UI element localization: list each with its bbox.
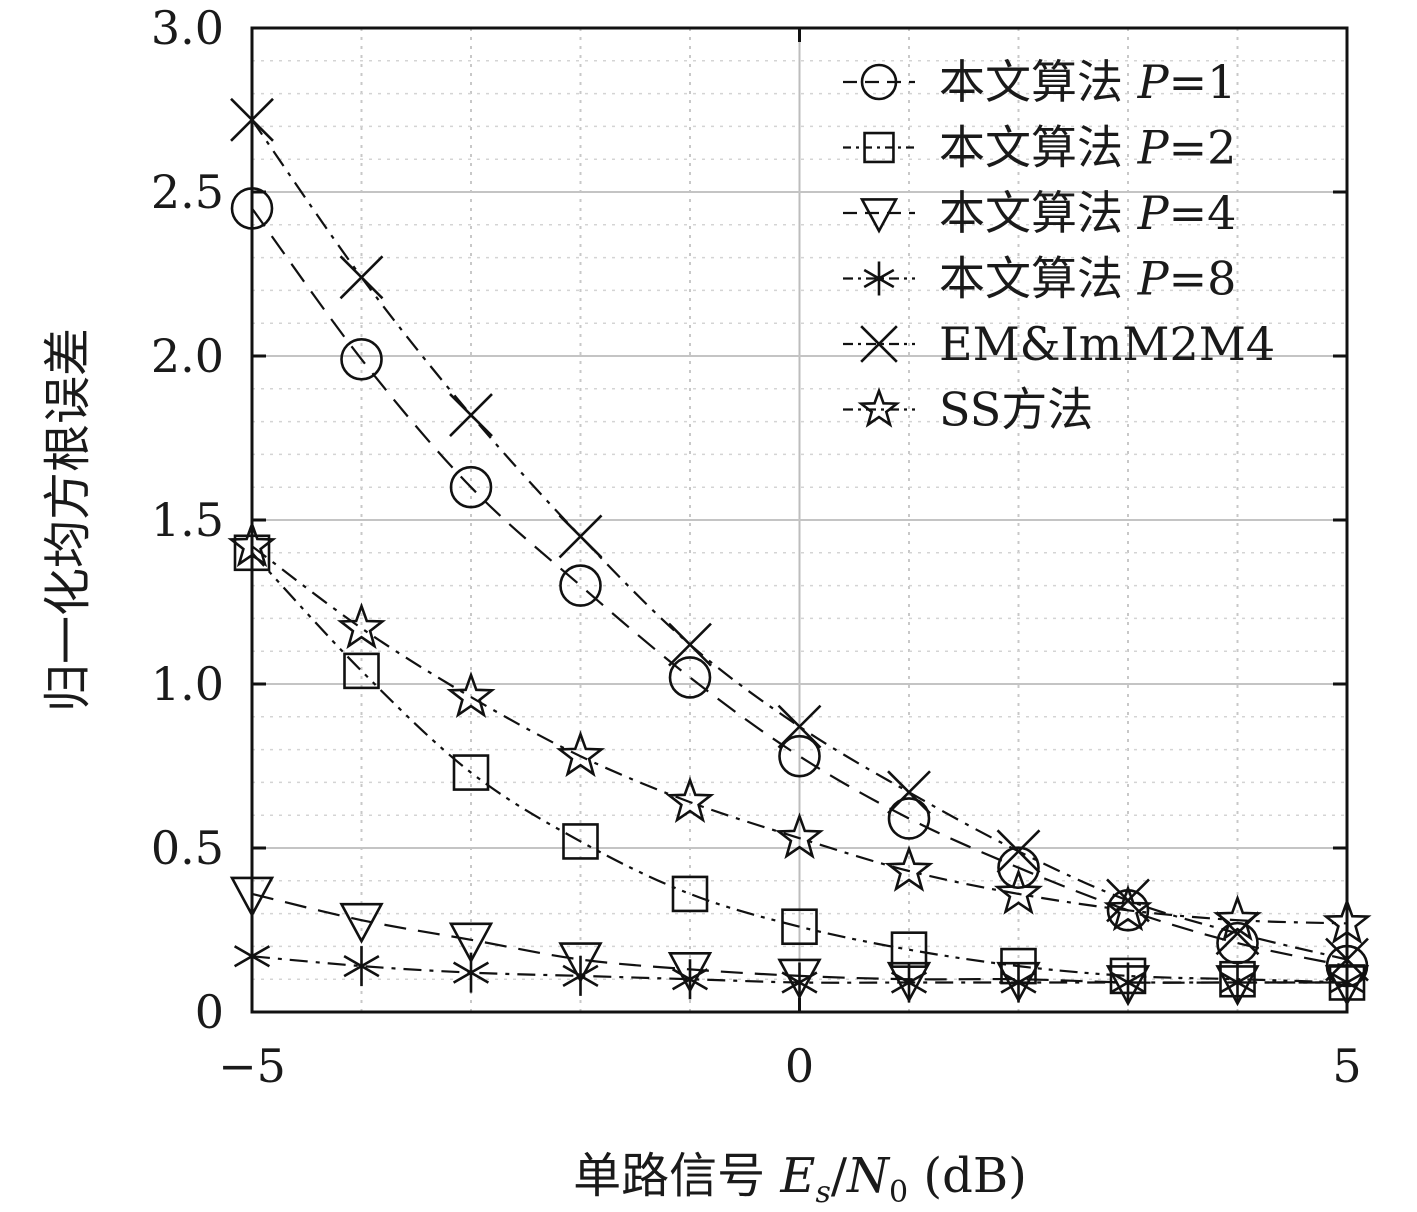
data-point-circle bbox=[997, 846, 1040, 889]
data-point-circle bbox=[559, 564, 602, 607]
data-point-square bbox=[781, 908, 818, 946]
legend-label: 本文算法 P=2 bbox=[939, 121, 1236, 175]
grid-lines bbox=[252, 28, 1347, 1012]
legend-label: 本文算法 P=8 bbox=[939, 252, 1236, 306]
data-point-x bbox=[996, 829, 1041, 874]
legend-item: 本文算法 P=1 bbox=[843, 55, 1236, 109]
legend-label: 本文算法 P=4 bbox=[939, 186, 1236, 240]
legend-marker-square bbox=[863, 131, 895, 164]
data-point-star bbox=[884, 845, 934, 892]
data-point-asterisk bbox=[562, 955, 599, 996]
data-point-star bbox=[993, 868, 1044, 915]
data-point-asterisk bbox=[890, 962, 928, 1003]
data-point-star bbox=[1103, 884, 1153, 932]
series-line bbox=[251, 552, 1348, 984]
data-point-square bbox=[452, 754, 490, 791]
data-point-star bbox=[665, 776, 715, 824]
legend-marker-x bbox=[860, 325, 898, 363]
data-point-asterisk bbox=[671, 959, 709, 1000]
legend-label: SS方法 bbox=[939, 383, 1093, 437]
data-point-circle bbox=[340, 337, 383, 381]
legend-label: 本文算法 P=1 bbox=[939, 55, 1236, 109]
series-x bbox=[230, 97, 1369, 982]
legend-marker-star bbox=[857, 386, 901, 428]
data-point-x bbox=[558, 514, 603, 559]
series-square bbox=[233, 534, 1366, 1001]
data-point-circle bbox=[449, 465, 493, 509]
x-tick-label: 0 bbox=[785, 1039, 814, 1093]
legend: 本文算法 P=1 本文算法 P=2 本文算法 P=4 本文算法 P=8 EM&ImM2M… bbox=[843, 55, 1275, 437]
legend-marker-circle bbox=[860, 63, 898, 101]
legend-item: 本文算法 P=2 bbox=[843, 121, 1236, 175]
y-tick-label: 1.0 bbox=[151, 657, 224, 711]
legend-item: 本文算法 P=8 bbox=[843, 252, 1236, 306]
data-point-star bbox=[555, 730, 606, 778]
data-point-triangle-down bbox=[667, 952, 713, 994]
series-star bbox=[227, 520, 1372, 945]
data-point-x bbox=[887, 770, 931, 815]
data-point-star bbox=[774, 812, 825, 860]
data-point-x bbox=[1106, 878, 1150, 923]
data-point-asterisk bbox=[452, 952, 490, 993]
y-tick-label: 2.5 bbox=[151, 165, 224, 219]
data-point-triangle-down bbox=[339, 902, 384, 944]
y-tick-label: 3.0 bbox=[151, 1, 224, 55]
data-point-star bbox=[336, 602, 387, 650]
data-point-triangle-down bbox=[448, 922, 494, 964]
series-layer bbox=[227, 97, 1372, 1007]
data-point-triangle-down bbox=[558, 942, 603, 984]
data-point-square bbox=[671, 875, 709, 913]
data-point-square bbox=[562, 823, 599, 860]
data-point-asterisk bbox=[1219, 962, 1256, 1003]
data-point-star bbox=[1212, 894, 1263, 942]
data-point-asterisk bbox=[1109, 962, 1147, 1003]
data-point-square bbox=[343, 652, 380, 690]
legend-marker-triangle-down bbox=[859, 198, 899, 234]
y-tick-label: 0 bbox=[195, 985, 224, 1039]
legend-marker-asterisk bbox=[863, 261, 895, 296]
data-point-asterisk bbox=[1000, 962, 1037, 1003]
x-tick-label: 5 bbox=[1332, 1039, 1361, 1093]
y-tick-label: 2.0 bbox=[151, 329, 224, 383]
data-point-x bbox=[668, 622, 712, 667]
series-line bbox=[251, 545, 1348, 925]
data-point-asterisk bbox=[343, 946, 380, 987]
data-point-x bbox=[449, 393, 493, 437]
data-point-circle bbox=[778, 734, 821, 778]
data-point-star bbox=[446, 671, 496, 719]
data-point-asterisk bbox=[781, 962, 818, 1003]
legend-item: SS方法 bbox=[843, 383, 1093, 437]
data-point-circle bbox=[887, 797, 931, 840]
legend-label: EM&ImM2M4 bbox=[939, 317, 1275, 371]
legend-item: 本文算法 P=4 bbox=[843, 186, 1236, 240]
data-point-x bbox=[339, 255, 384, 300]
x-tick-label: −5 bbox=[218, 1039, 286, 1093]
data-point-circle bbox=[668, 656, 712, 699]
y-tick-label: 0.5 bbox=[151, 821, 224, 875]
series-line bbox=[251, 119, 1348, 961]
data-point-x bbox=[777, 704, 822, 749]
y-tick-label: 1.5 bbox=[151, 493, 224, 547]
y-axis-label: 归一化均方根误差 bbox=[40, 328, 96, 712]
axis-ticks: −5 0 500.51.01.52.02.53.0 bbox=[151, 1, 1362, 1093]
x-axis-label: 单路信号 Es/N0 (dB) bbox=[573, 1148, 1027, 1210]
legend-item: EM&ImM2M4 bbox=[843, 317, 1275, 371]
data-point-triangle-down bbox=[777, 958, 822, 1000]
